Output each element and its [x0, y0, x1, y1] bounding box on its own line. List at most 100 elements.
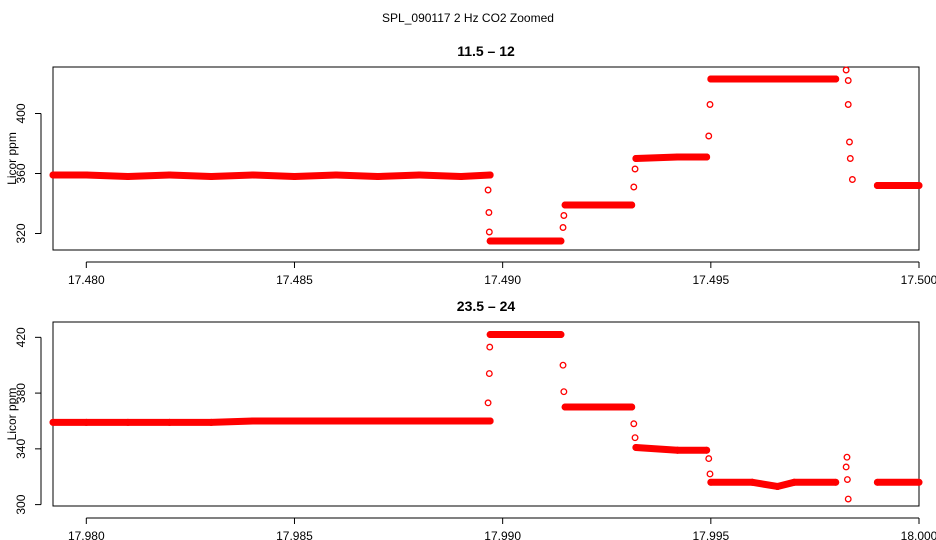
data-point — [749, 75, 756, 83]
series-band — [457, 171, 494, 180]
y-axis-title: Licor ppm — [5, 388, 19, 441]
y-tick-label: 360 — [14, 163, 28, 183]
data-point — [559, 361, 567, 369]
x-tick-label: 17.490 — [484, 273, 521, 287]
data-point — [484, 186, 492, 194]
data-point — [557, 331, 565, 338]
data-point — [249, 171, 257, 179]
data-point — [844, 77, 852, 84]
series-band — [249, 171, 298, 180]
data-point — [749, 478, 756, 486]
data-point — [630, 420, 638, 428]
series-band — [415, 171, 465, 180]
data-point — [49, 418, 57, 426]
series-band — [332, 171, 382, 180]
data-point — [561, 403, 569, 411]
data-point — [486, 331, 494, 338]
data-point — [631, 434, 639, 442]
data-point — [291, 417, 298, 425]
data-point — [843, 476, 851, 483]
y-tick-label: 400 — [14, 103, 28, 123]
data-point — [848, 176, 856, 183]
data-point — [485, 228, 493, 236]
data-point — [457, 417, 465, 425]
data-point — [486, 171, 494, 179]
series-band — [748, 478, 781, 490]
x-tick-label: 17.495 — [692, 273, 729, 287]
data-point — [166, 171, 174, 179]
series-band — [374, 171, 423, 180]
series-band — [632, 443, 682, 454]
data-point — [703, 446, 711, 454]
data-point — [415, 417, 423, 425]
data-point — [49, 171, 57, 179]
data-point — [124, 173, 132, 180]
data-point — [520, 331, 527, 338]
data-point — [484, 399, 492, 407]
data-point — [915, 182, 923, 189]
series-band — [632, 153, 682, 162]
data-point — [628, 201, 636, 209]
data-point — [630, 183, 638, 191]
data-point — [844, 101, 852, 108]
data-point — [560, 388, 568, 396]
series-band — [207, 171, 257, 180]
panel-title: 11.5 – 12 — [457, 43, 515, 59]
x-tick-label: 17.500 — [901, 273, 936, 287]
data-point — [207, 173, 215, 180]
y-tick-label: 300 — [14, 494, 28, 514]
data-point — [124, 418, 132, 426]
data-point — [873, 182, 881, 189]
data-point — [773, 483, 781, 490]
data-point — [844, 495, 852, 503]
series-band — [207, 417, 257, 426]
data-point — [706, 101, 714, 108]
data-point — [628, 403, 636, 411]
data-point — [486, 237, 494, 245]
data-point — [790, 478, 798, 486]
series-band — [124, 171, 174, 180]
data-point — [842, 463, 850, 471]
data-point — [846, 155, 854, 162]
data-point — [485, 370, 493, 378]
data-point — [561, 201, 569, 209]
data-point — [166, 418, 174, 426]
data-point — [520, 237, 527, 245]
data-point — [332, 171, 340, 179]
data-point — [674, 153, 681, 161]
data-point — [705, 132, 713, 140]
data-point — [631, 165, 639, 173]
panel-23-5-to-24: 23.5 – 24 17.980 17.985 17.990 17.995 18.000 3… — [5, 298, 936, 540]
data-point — [790, 75, 798, 83]
data-point — [291, 173, 298, 180]
x-tick-label: 17.980 — [68, 529, 105, 540]
series-band — [82, 171, 132, 180]
data-point — [82, 171, 90, 179]
data-point — [457, 173, 465, 180]
data-point — [674, 446, 681, 454]
data-point — [832, 75, 840, 83]
series-band — [166, 171, 215, 180]
data-point — [332, 417, 340, 425]
x-tick-label: 17.485 — [276, 273, 313, 287]
data-point — [603, 201, 611, 209]
data-point — [207, 418, 215, 426]
data-point — [485, 209, 493, 216]
data-point — [843, 453, 851, 461]
data-point — [632, 155, 640, 162]
x-tick-label: 17.480 — [68, 273, 105, 287]
data-point — [915, 478, 923, 486]
x-tick-label: 17.990 — [484, 529, 521, 540]
x-tick-label: 17.995 — [692, 529, 729, 540]
data-point — [707, 478, 715, 486]
plot-frame — [52, 66, 920, 251]
data-point — [559, 224, 567, 231]
data-point — [632, 444, 640, 451]
data-point — [557, 237, 565, 245]
data-point — [603, 403, 611, 411]
data-point — [486, 417, 494, 425]
data-point — [706, 470, 714, 478]
x-tick-label: 18.000 — [901, 529, 936, 540]
data-point — [703, 153, 711, 161]
